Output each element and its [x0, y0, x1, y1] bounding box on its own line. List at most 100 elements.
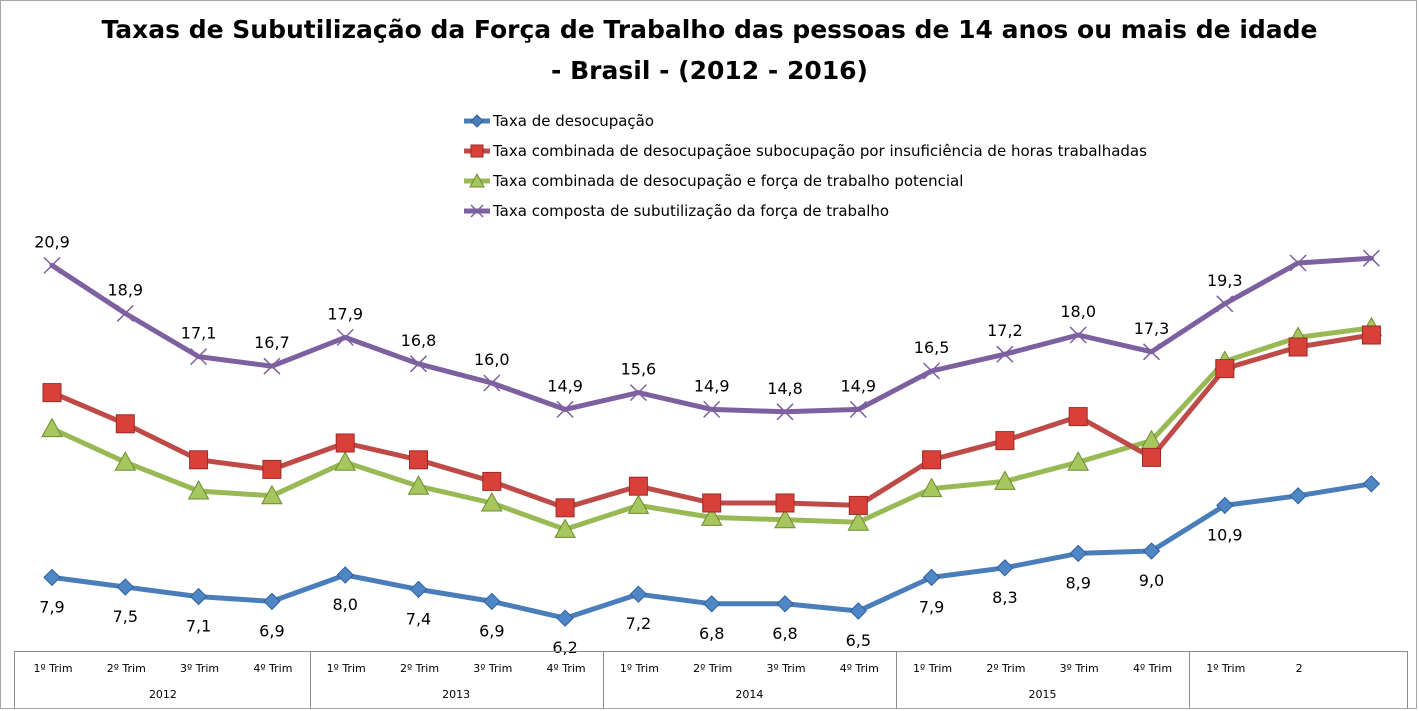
series-3-data-label: 17,1: [181, 324, 217, 343]
series-1-point: [995, 431, 1015, 451]
series-1-point: [922, 450, 942, 470]
series-3-point: [1289, 254, 1307, 272]
x-tick-label: 1º Trim: [33, 662, 73, 675]
x-year-label: 2014: [735, 688, 764, 701]
series-1-point: [115, 414, 135, 434]
series-0-data-label: 7,9: [39, 597, 64, 616]
series-0-point: [1142, 542, 1161, 560]
series-0-point: [1216, 496, 1234, 515]
legend-label-composta: Taxa composta de subutilização da força …: [493, 202, 890, 220]
x-tick-label: 3º Trim: [1059, 662, 1099, 675]
series-3-point: [190, 348, 208, 366]
series-0-point: [629, 585, 648, 603]
x-tick-label: 4º Trim: [839, 662, 879, 675]
series-3-point: [263, 357, 281, 375]
series-0-data-label: 6,9: [259, 621, 284, 640]
series-3-point: [923, 362, 941, 380]
chart-title-line1: Taxas de Subutilização da Força de Traba…: [101, 15, 1318, 44]
series-1-point: [848, 495, 868, 515]
x-axis-category-table: 1º Trim 2º Trim 3º Trim 4º Trim 1º Trim 2º Tr…: [14, 651, 1408, 709]
series-2-point: [554, 518, 576, 538]
legend-label-forca-potencial: Taxa combinada de desocupação e força de…: [493, 172, 964, 190]
series-0-point: [1362, 475, 1381, 493]
x-tick-label: 2º Trim: [693, 662, 733, 675]
year-separator: [1189, 652, 1191, 709]
series-3-point: [116, 304, 134, 322]
series-0-data-label: 6,8: [772, 624, 797, 643]
series-0-point: [556, 609, 574, 627]
x-tick-label: 1º Trim: [619, 662, 659, 675]
series-0-point: [702, 595, 721, 613]
series-1-point: [409, 450, 428, 470]
series-3-data-label: 14,8: [767, 379, 803, 398]
year-separator: [895, 652, 897, 709]
series-0-data-label: 6,8: [699, 624, 724, 643]
series-2-point: [187, 479, 210, 500]
legend-marker-x: [464, 204, 490, 218]
series-2-point: [627, 494, 650, 514]
series-0-point: [776, 595, 794, 613]
series-3-data-label: 16,0: [474, 350, 510, 369]
series-1-point: [1215, 359, 1235, 379]
series-3-point: [556, 400, 574, 418]
series-3-point: [703, 400, 721, 418]
x-year-label: 2015: [1028, 688, 1057, 701]
series-0-point: [483, 592, 501, 611]
series-3-data-label: 14,9: [840, 376, 876, 395]
series-0-data-label: 8,3: [992, 588, 1017, 607]
x-year-label: 2013: [442, 688, 471, 701]
x-tick-label: 2º Trim: [106, 662, 146, 675]
series-0-data-label: 7,1: [186, 617, 211, 636]
series-3-point: [1069, 326, 1087, 344]
series-2-point: [847, 511, 870, 531]
x-tick-label: 2º Trim: [399, 662, 440, 675]
x-tick-label: 3º Trim: [766, 662, 806, 675]
series-1-point: [1142, 447, 1161, 467]
series-2-point: [480, 491, 503, 512]
series-1-point: [42, 383, 62, 403]
legend-marker-diamond: [464, 114, 490, 128]
series-3-data-label: 16,8: [401, 331, 437, 350]
series-0-data-label: 7,9: [919, 597, 944, 616]
series-1-point: [775, 493, 795, 513]
series-1-point: [1361, 325, 1381, 345]
series-0-data-label: 6,5: [846, 631, 871, 650]
series-1-point: [555, 498, 575, 518]
series-3-point: [43, 256, 61, 274]
series-0-point: [263, 592, 281, 611]
series-3-data-label: 14,9: [694, 376, 730, 395]
series-1-point: [335, 433, 355, 453]
series-2-point: [114, 451, 137, 471]
series-0-point: [189, 587, 208, 606]
chart-title-line2: - Brasil - (2012 - 2016): [551, 56, 868, 85]
series-0-data-label: 6,2: [552, 638, 577, 657]
series-0-data-label: 7,5: [113, 607, 138, 626]
series-3-point: [409, 355, 428, 373]
series-0-point: [116, 578, 135, 596]
series-1-point: [262, 459, 282, 479]
legend-label-desocupacao: Taxa de desocupação: [493, 112, 655, 130]
x-tick-label: 1º Trim: [1206, 662, 1246, 675]
series-3-point: [1142, 343, 1161, 361]
series-0-point: [849, 602, 868, 620]
series-0-point: [996, 559, 1014, 577]
series-3-point: [1216, 295, 1234, 313]
series-3-data-label: 14,9: [547, 376, 583, 395]
series-3-data-label: 18,0: [1060, 302, 1096, 321]
series-3-data-label: 16,7: [254, 333, 290, 352]
series-0-point: [336, 566, 354, 584]
legend-marker-square: [464, 144, 490, 158]
series-0-data-label: 10,9: [1207, 525, 1243, 544]
series-3-point: [483, 374, 501, 392]
series-2-point: [994, 470, 1016, 490]
series-3-data-label: 15,6: [621, 360, 657, 379]
series-3-data-label: 17,2: [987, 321, 1023, 340]
series-3-point: [849, 400, 867, 418]
series-3-data-label: 17,9: [327, 304, 363, 323]
series-2-point: [774, 508, 796, 529]
x-tick-label: 3º Trim: [180, 662, 220, 675]
series-2-point: [1067, 451, 1090, 471]
series-3-point: [776, 403, 794, 421]
